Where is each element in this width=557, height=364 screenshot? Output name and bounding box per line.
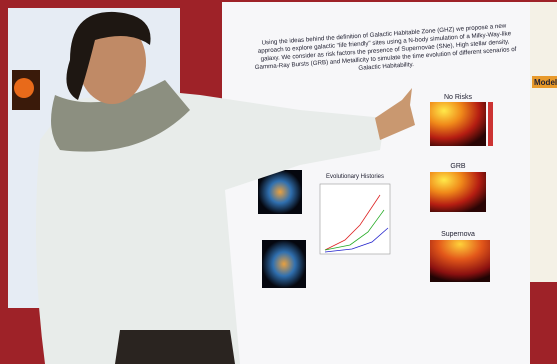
- galaxy-image: [262, 240, 306, 288]
- heatmap: [430, 240, 490, 282]
- page: Using the ideas behind the definition of…: [0, 0, 557, 364]
- side-heading: Models: [534, 78, 557, 87]
- plot-frame: [320, 184, 390, 254]
- plot-title: Evolutionary Histories: [326, 174, 384, 180]
- heatmap: [430, 102, 486, 146]
- right-poster: [530, 2, 557, 282]
- photo: Using the ideas behind the definition of…: [0, 0, 557, 364]
- heatmap: [430, 172, 486, 212]
- trousers: [115, 330, 235, 364]
- panel-label: GRB: [450, 163, 466, 170]
- colorbar: [488, 102, 493, 146]
- poster-image: [14, 78, 34, 98]
- panel-label: Supernova: [441, 231, 475, 238]
- panel-label: No Risks: [444, 94, 473, 101]
